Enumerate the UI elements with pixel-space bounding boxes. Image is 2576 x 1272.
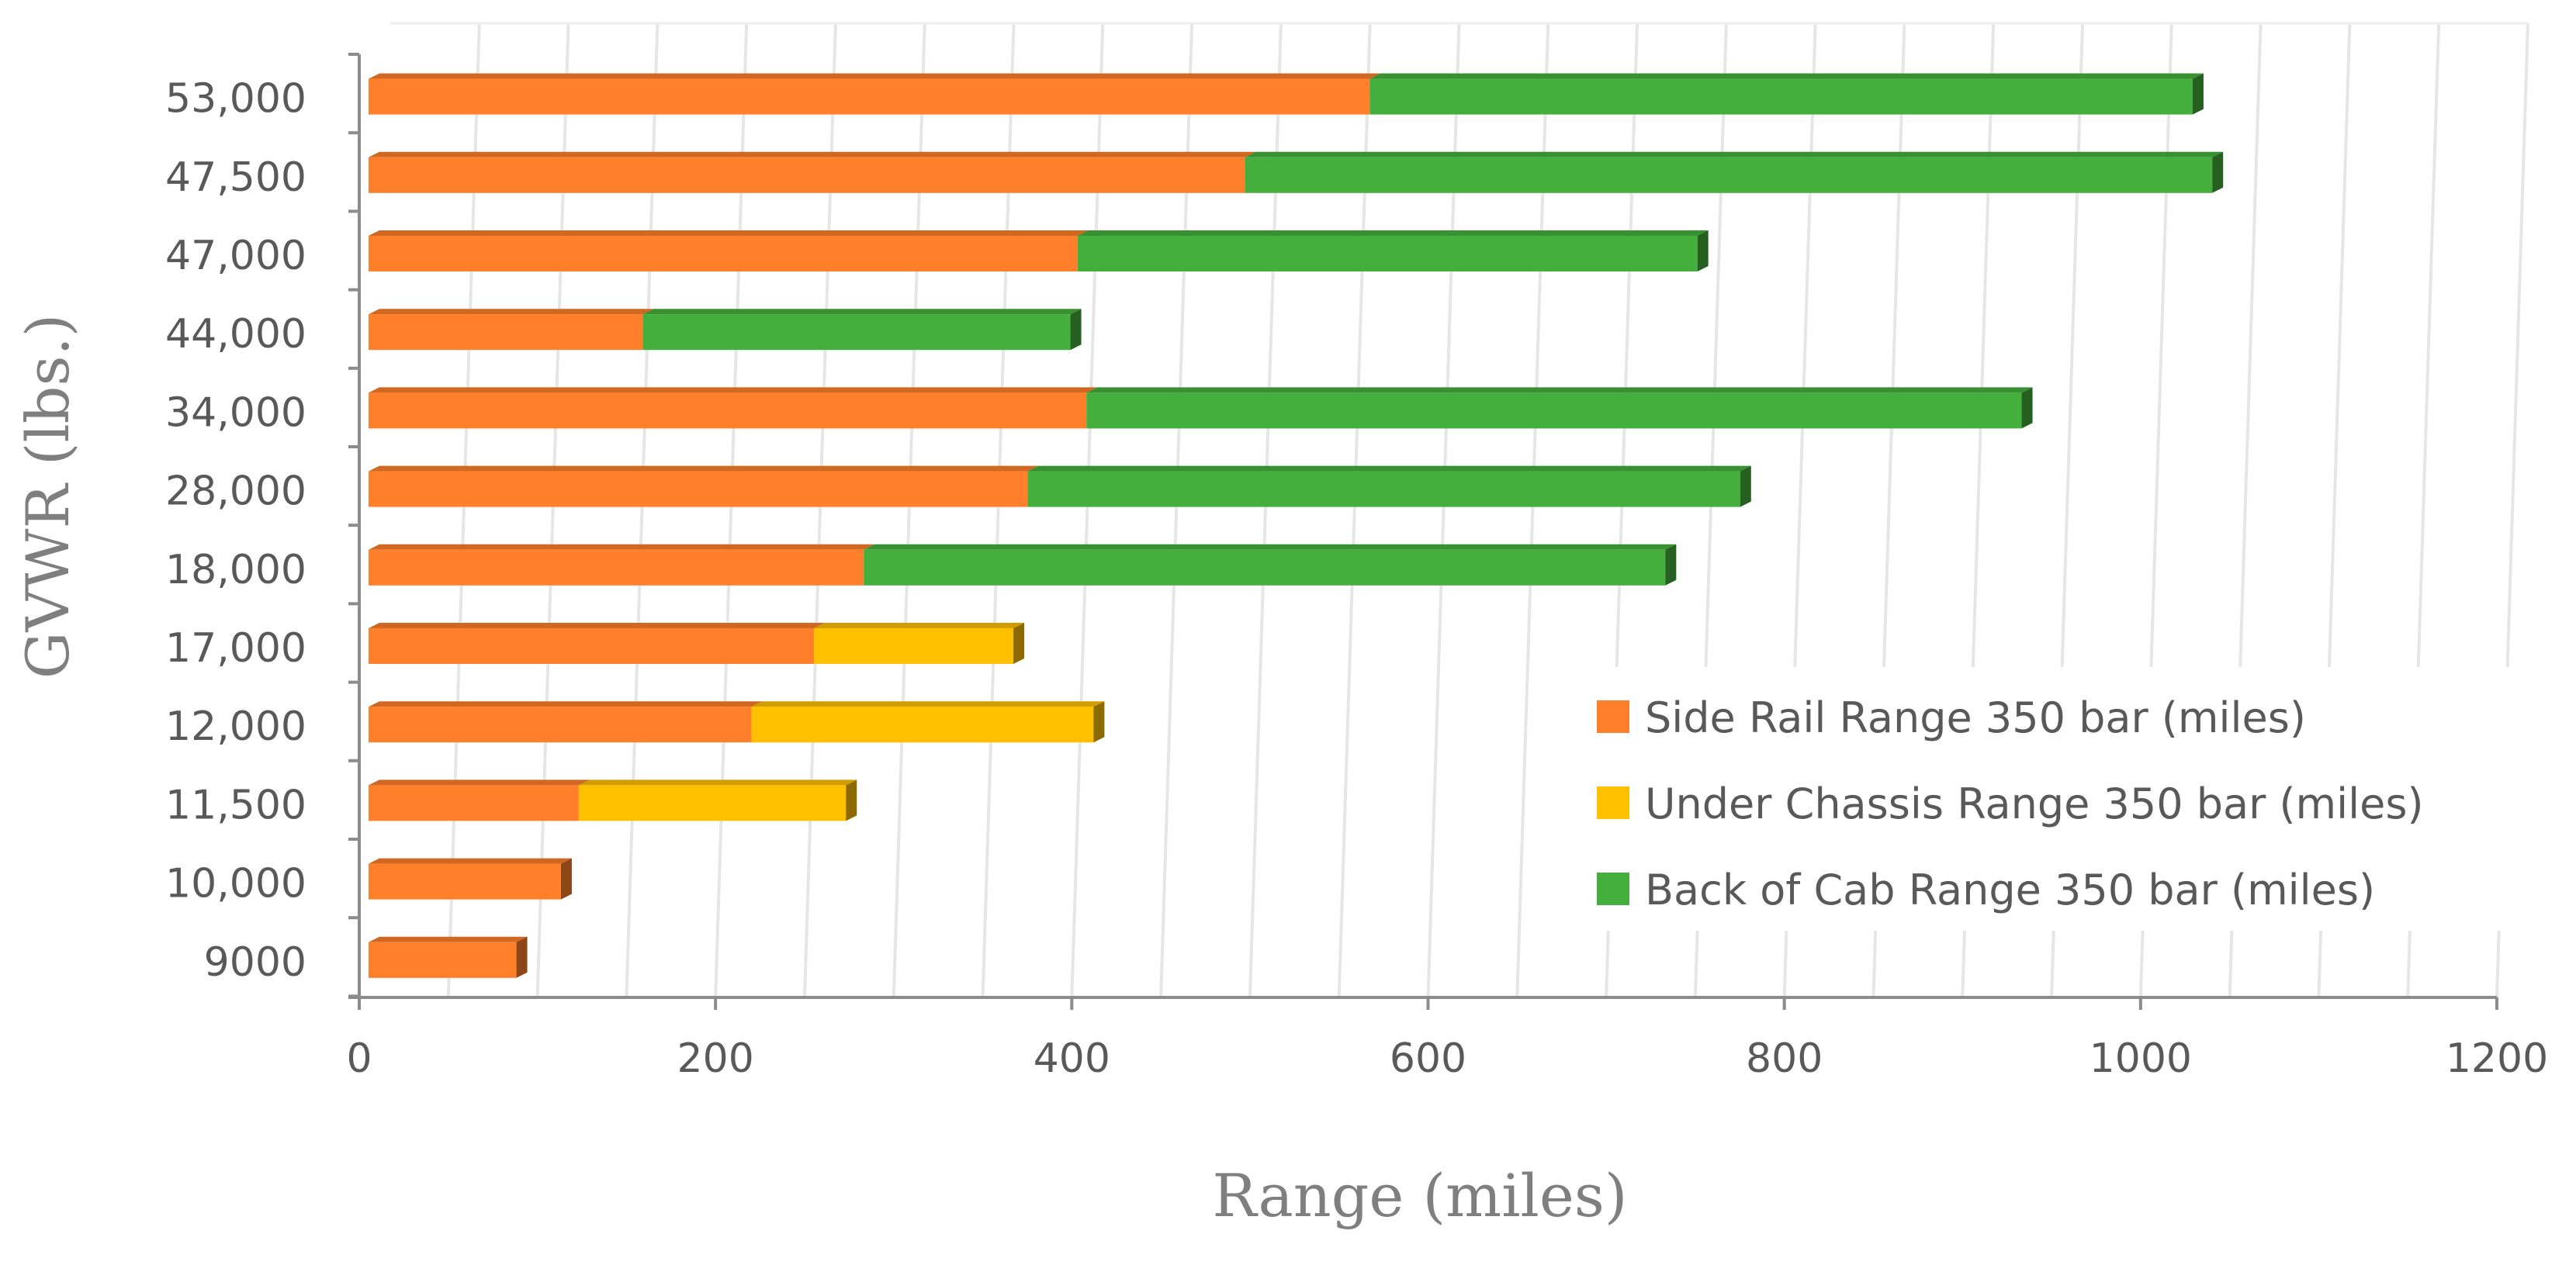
category-label: 11,500: [165, 782, 306, 828]
x-tick-label: 1200: [2446, 1035, 2548, 1082]
legend-swatch: [1597, 873, 1629, 905]
bar-segment-top: [369, 73, 1381, 79]
category-label: 9000: [204, 939, 306, 986]
x-tick-label: 400: [1034, 1035, 1110, 1082]
bar-segment-top: [813, 623, 1025, 628]
bar-segment: [369, 392, 1087, 429]
bar-segment-top: [369, 779, 590, 786]
bar-segment-top: [751, 701, 1105, 707]
legend-swatch: [1597, 700, 1629, 733]
bar-segment-top: [1077, 230, 1709, 236]
bar-segment-top: [369, 387, 1098, 393]
bar-end-face: [516, 936, 528, 978]
bar-end-face: [1697, 230, 1709, 271]
bar-segment: [1245, 157, 2213, 193]
bar-segment-top: [1369, 73, 2204, 79]
bar-segment: [369, 785, 579, 821]
bar-segment: [1027, 471, 1740, 507]
x-tick-label: 1000: [2090, 1035, 2192, 1082]
bar-segment: [864, 549, 1666, 586]
legend: Side Rail Range 350 bar (miles) Under Cha…: [1566, 667, 2528, 931]
bar-segment-top: [369, 936, 528, 942]
bar-end-face: [1740, 465, 1751, 507]
legend-swatch: [1597, 786, 1629, 819]
bar-segment-top: [369, 465, 1039, 472]
category-label: 44,000: [165, 311, 306, 358]
bar-segment: [1077, 236, 1698, 271]
bar-segment-top: [369, 544, 875, 550]
axis-layer: [348, 53, 2498, 1010]
bar-segment: [369, 314, 643, 351]
labels-layer: 0 200 400 600 800 1000 1200 9000 10,000 11,500 12,…: [165, 76, 2548, 1082]
bar-segment: [369, 863, 561, 900]
bar-segment: [642, 314, 1071, 351]
category-label: 47,000: [165, 233, 306, 279]
legend-background: [1566, 667, 2528, 931]
bar-end-face: [2021, 387, 2033, 429]
bar-segment-top: [369, 151, 1256, 157]
bar-segment-top: [1086, 387, 2033, 393]
bar-segment-top: [642, 309, 1082, 315]
legend-label: Back of Cab Range 350 bar (miles): [1645, 866, 2375, 914]
bar-segment: [369, 942, 517, 978]
bar-segment-top: [369, 230, 1089, 236]
bar-segment: [369, 707, 752, 743]
bar-segment-top: [1245, 151, 2224, 157]
category-label: 17,000: [165, 625, 306, 672]
category-label: 28,000: [165, 468, 306, 515]
bar-segment-top: [578, 779, 857, 786]
bar-segment: [369, 78, 1370, 115]
bar-end-face: [2192, 73, 2204, 115]
bar-end-face: [1070, 309, 1082, 351]
bar-end-face: [560, 858, 572, 900]
legend-label: Under Chassis Range 350 bar (miles): [1645, 779, 2424, 828]
bar-segment: [1086, 392, 2022, 429]
category-label: 18,000: [165, 547, 306, 593]
bar-segment: [369, 549, 864, 586]
bar-segment-top: [864, 544, 1677, 550]
bar-segment-top: [369, 309, 654, 315]
bar-segment: [369, 471, 1028, 507]
bar-segment-top: [369, 858, 572, 864]
x-tick-label: 800: [1746, 1035, 1823, 1082]
bar-segment: [1369, 78, 2193, 115]
x-tick-label: 0: [346, 1035, 372, 1082]
category-label: 10,000: [165, 861, 306, 907]
category-label: 12,000: [165, 703, 306, 750]
bar-end-face: [1013, 623, 1025, 664]
bar-end-face: [1093, 701, 1105, 743]
category-label: 53,000: [165, 76, 306, 123]
category-label: 47,500: [165, 154, 306, 201]
bar-segment: [813, 628, 1014, 664]
bar-segment-top: [369, 623, 825, 628]
bar-end-face: [846, 779, 857, 821]
bar-segment-top: [1027, 465, 1751, 472]
x-tick-label: 200: [677, 1035, 754, 1082]
x-axis-title: Range (miles): [1213, 1161, 1628, 1230]
bar-segment-top: [369, 701, 763, 707]
x-tick-label: 600: [1390, 1035, 1466, 1082]
bar-segment: [369, 236, 1078, 271]
bars-layer: [369, 73, 2224, 978]
bar-segment: [369, 628, 814, 664]
category-label: 34,000: [165, 389, 306, 436]
y-axis-title: GVWR (lbs.): [13, 314, 82, 679]
bar-end-face: [2212, 151, 2224, 193]
bar-segment: [369, 157, 1245, 193]
bar-segment: [751, 707, 1094, 743]
bar-end-face: [1665, 544, 1677, 586]
bar-segment: [578, 785, 847, 821]
legend-label: Side Rail Range 350 bar (miles): [1645, 693, 2306, 742]
